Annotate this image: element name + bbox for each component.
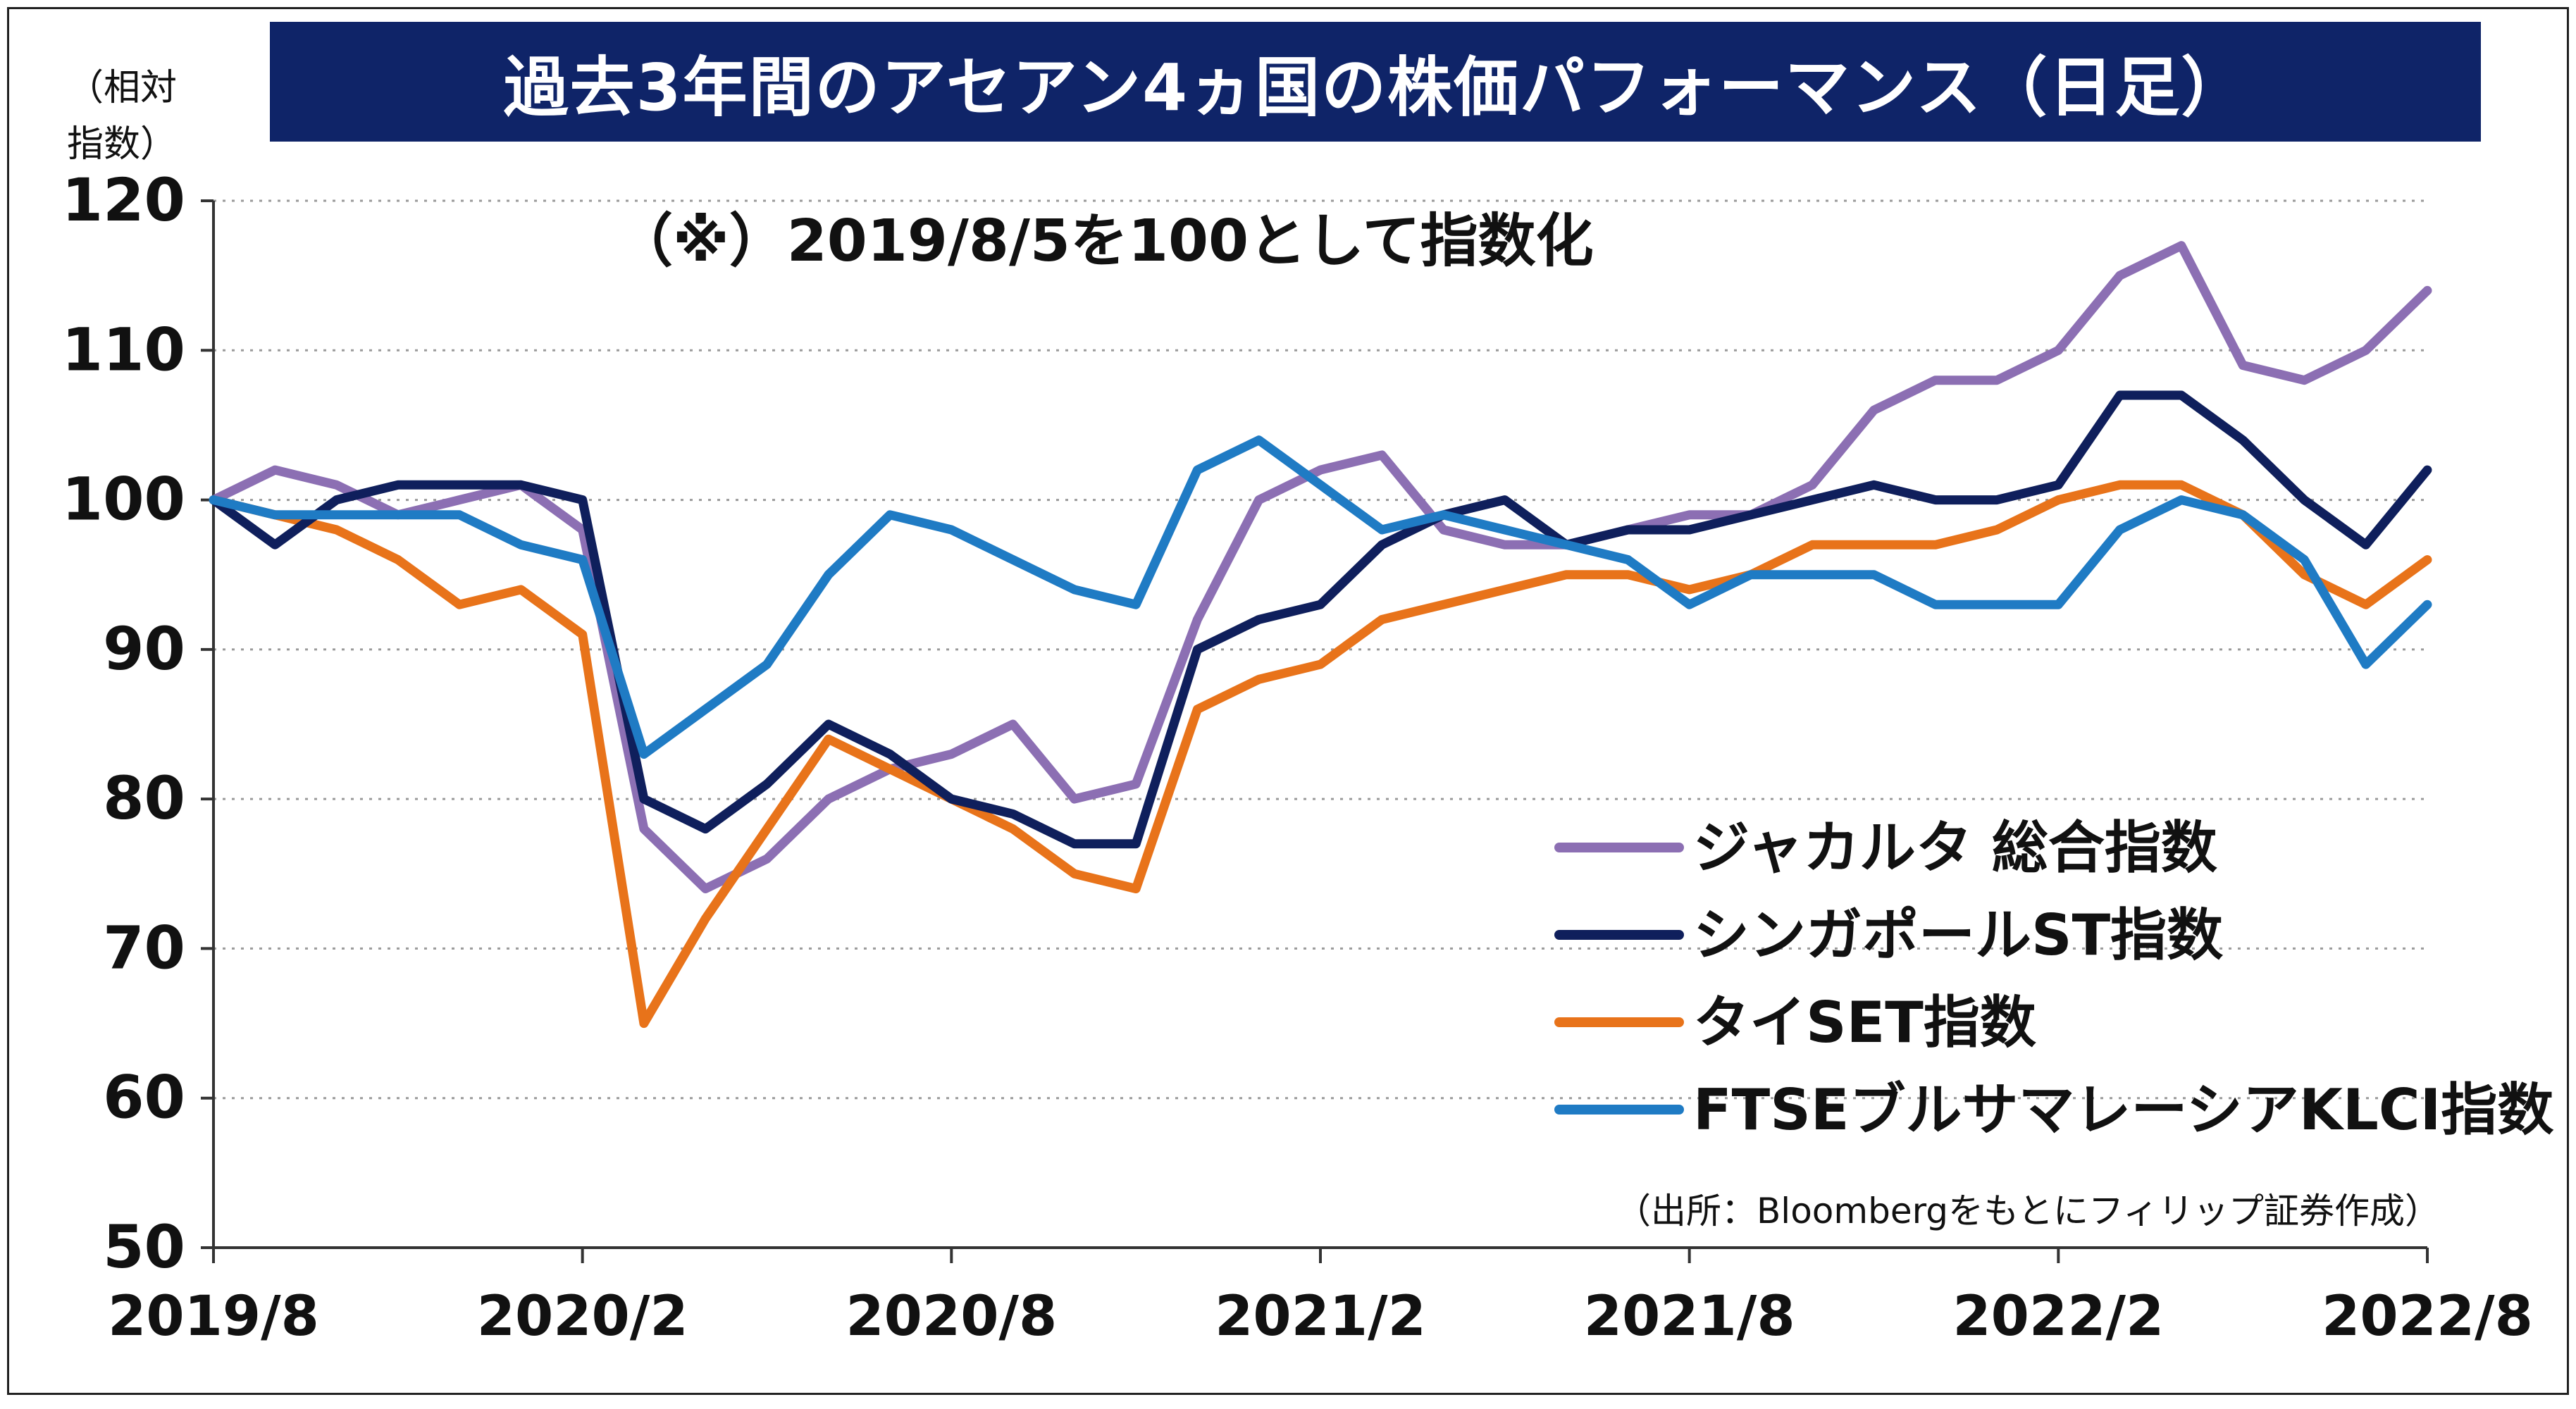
x-tick-label: 2020/8	[846, 1285, 1057, 1348]
series-line-2	[209, 480, 2432, 1029]
series-layer	[209, 241, 2432, 1029]
x-tick-label: 2022/8	[2322, 1285, 2533, 1348]
series-line-1	[209, 390, 2432, 849]
x-tick-label: 2021/8	[1584, 1285, 1795, 1348]
y-tick-label: 110	[62, 315, 185, 384]
y-tick-label: 70	[103, 913, 185, 982]
y-unit-label-line-1: （相対	[67, 67, 178, 109]
title-banner: 過去3年間のアセアン4ヵ国の株価パフォーマンス（日足）	[270, 22, 2481, 142]
legend-label-2: タイSET指数	[1693, 990, 2036, 1055]
x-tick-label: 2020/2	[477, 1285, 688, 1348]
x-tick-label: 2022/2	[1952, 1285, 2164, 1348]
legend-label-3: FTSEブルサマレーシアKLCI指数	[1693, 1077, 2553, 1143]
y-tick-label: 60	[103, 1063, 185, 1132]
axes: 50 60 70 80 90 100 110 120 2019/8 2020/2 2020/8 202…	[62, 166, 2533, 1348]
x-tick-label: 2019/8	[108, 1285, 319, 1348]
x-tick-label: 2021/2	[1215, 1285, 1426, 1348]
legend-label-0: ジャカルタ 総合指数	[1693, 815, 2217, 881]
index-note: （※）2019/8/5を100として指数化	[615, 208, 1594, 275]
chart-frame: 過去3年間のアセアン4ヵ国の株価パフォーマンス（日足） （相対 指数） （※）2…	[7, 7, 2569, 1395]
y-tick-label: 80	[103, 764, 185, 833]
series-line-0	[209, 241, 2432, 893]
source-note: （出所：Bloombergをもとにフィリップ証券作成）	[1616, 1191, 2440, 1231]
y-tick-label: 120	[62, 166, 185, 235]
legend-label-1: シンガポールST指数	[1693, 902, 2223, 968]
line-chart: 50 60 70 80 90 100 110 120 2019/8 2020/2 2020/8 202…	[62, 166, 2554, 1348]
chart-title: 過去3年間のアセアン4ヵ国の株価パフォーマンス（日足）	[503, 49, 2248, 125]
series-line-3	[209, 435, 2432, 759]
y-tick-label: 90	[103, 614, 185, 683]
y-tick-label: 50	[103, 1212, 185, 1281]
y-unit-label: （相対 指数）	[67, 60, 177, 173]
y-tick-label: 100	[62, 465, 185, 534]
y-unit-label-line-2: 指数）	[67, 123, 178, 166]
